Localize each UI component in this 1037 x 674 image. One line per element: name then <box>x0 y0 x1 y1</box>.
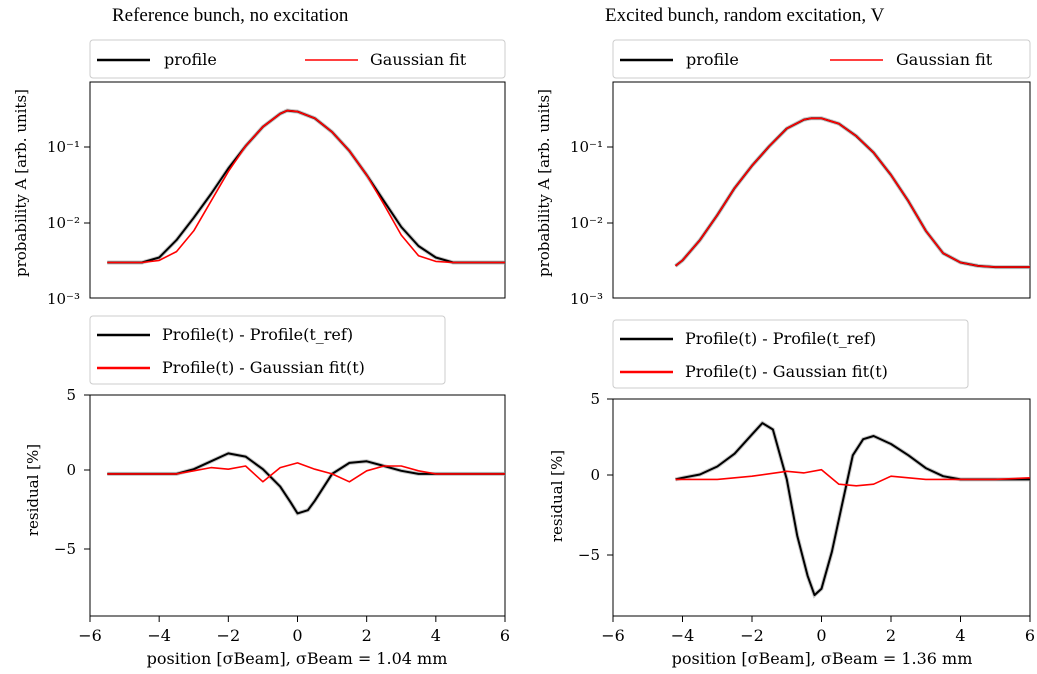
left-top-ytick-1: 10⁻¹ <box>47 138 80 156</box>
xtick-label: 2 <box>886 626 896 645</box>
left-top-series-line-1 <box>107 109 505 264</box>
right-bottom-ytick-3: −5 <box>578 546 600 564</box>
left-top-legend: profile Gaussian fit <box>89 39 506 79</box>
right-top-series-line-1 <box>675 117 1030 268</box>
right-bottom-plot: 5 0 −5 residual [%] Profile(t) - Profile… <box>548 319 1035 668</box>
left-top-ytick-2: 10⁻² <box>47 214 80 232</box>
right-top-ytick-1: 10⁻¹ <box>570 138 603 156</box>
right-xlabel: position [σBeam], σBeam = 1.36 mm <box>672 649 973 668</box>
legend-label-profile: profile <box>686 50 739 69</box>
left-top-ylabel: probability A [arb. units] <box>12 89 30 277</box>
xtick-label: 0 <box>292 626 302 645</box>
left-bottom-ytick-3: −5 <box>54 540 76 558</box>
right-top-ylabel: probability A [arb. units] <box>535 89 553 277</box>
legend-box <box>612 319 969 389</box>
legend-box <box>89 39 506 79</box>
xtick-label: 2 <box>362 626 372 645</box>
left-panel-title: Reference bunch, no excitation <box>112 5 349 26</box>
left-xlabel: position [σBeam], σBeam = 1.04 mm <box>147 649 448 668</box>
right-top-series-band-0 <box>674 116 1030 270</box>
left-bottom-ytick-2: 0 <box>66 461 76 479</box>
legend-label-resid: Profile(t) - Gaussian fit(t) <box>162 358 365 377</box>
right-top-legend: profile Gaussian fit <box>612 39 1031 79</box>
right-bottom-ytick-2: 0 <box>590 466 600 484</box>
left-bottom-series-line-1 <box>107 462 505 483</box>
legend-label-fit: Gaussian fit <box>896 50 993 69</box>
right-bottom-series-line-0 <box>675 422 1030 597</box>
xtick-label: −4 <box>671 626 695 645</box>
xtick-label: 0 <box>816 626 826 645</box>
left-bottom-plot: 5 0 −5 residual [%] Profile(t) - Profile… <box>24 315 510 668</box>
xtick-label: 6 <box>1025 626 1035 645</box>
left-bottom-legend: Profile(t) - Profile(t_ref) Profile(t) -… <box>89 315 446 385</box>
xtick-label: −6 <box>601 626 625 645</box>
right-bottom-series-band-0 <box>675 420 1030 599</box>
left-top-series-band-0 <box>107 108 505 265</box>
legend-label-diff: Profile(t) - Profile(t_ref) <box>162 325 353 344</box>
left-bottom-series-line-0 <box>107 452 505 515</box>
right-bottom-ylabel: residual [%] <box>548 450 566 542</box>
right-top-plot: 10⁻¹ 10⁻² 10⁻³ probability A [arb. units… <box>535 39 1031 308</box>
legend-label-resid: Profile(t) - Gaussian fit(t) <box>685 362 888 381</box>
left-bottom-ylabel: residual [%] <box>24 444 42 536</box>
xtick-label: 4 <box>431 626 441 645</box>
legend-box <box>612 39 1031 79</box>
left-bottom-frame <box>89 394 506 617</box>
xtick-label: −4 <box>147 626 171 645</box>
right-bottom-legend: Profile(t) - Profile(t_ref) Profile(t) -… <box>612 319 969 389</box>
xtick-label: 4 <box>955 626 965 645</box>
legend-label-fit: Gaussian fit <box>370 50 467 69</box>
right-top-series-line-0 <box>674 117 1030 269</box>
right-bottom-series-line-1 <box>675 468 1031 487</box>
right-top-ytick-2: 10⁻² <box>570 214 603 232</box>
xtick-label: −2 <box>740 626 764 645</box>
right-top-ytick-3: 10⁻³ <box>570 290 603 308</box>
left-top-plot: 10⁻¹ 10⁻² 10⁻³ probability A [arb. units… <box>12 39 506 308</box>
legend-box <box>89 315 446 385</box>
xtick-label: −2 <box>217 626 241 645</box>
xtick-label: 6 <box>500 626 510 645</box>
left-bottom-series-band-0 <box>107 451 505 516</box>
left-top-frame <box>89 81 506 299</box>
right-bottom-ytick-1: 5 <box>590 390 600 408</box>
legend-label-profile: profile <box>164 50 217 69</box>
right-top-frame <box>612 81 1031 299</box>
xtick-label: −6 <box>78 626 102 645</box>
legend-label-diff: Profile(t) - Profile(t_ref) <box>685 329 876 348</box>
right-panel-title: Excited bunch, random excitation, V <box>605 5 885 26</box>
left-top-series-line-0 <box>107 109 505 264</box>
left-top-ytick-3: 10⁻³ <box>47 290 80 308</box>
left-bottom-ytick-1: 5 <box>66 386 76 404</box>
